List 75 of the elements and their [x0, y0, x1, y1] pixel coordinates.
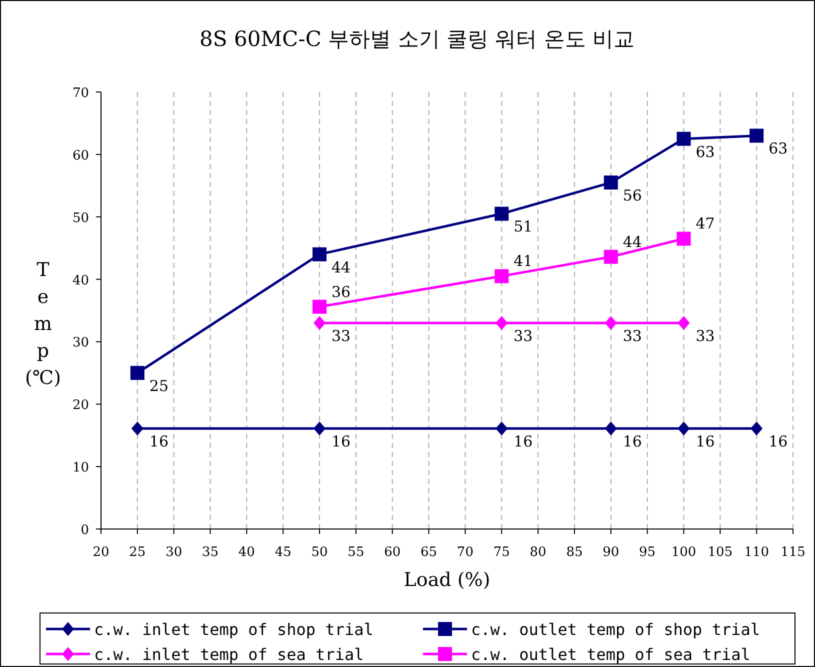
data-label: 16: [332, 432, 351, 450]
x-tick-label: 80: [530, 545, 546, 560]
x-axis-title: Load (%): [404, 569, 490, 591]
point: [312, 300, 327, 314]
x-tick-label: 35: [202, 545, 219, 560]
x-tick-label: 45: [274, 545, 292, 560]
data-label: 33: [514, 326, 533, 345]
data-label: 16: [622, 432, 642, 450]
point: [496, 316, 508, 330]
data-label: 16: [768, 432, 788, 450]
y-axis-title: Temp (℃): [24, 259, 62, 389]
point: [314, 316, 326, 330]
point: [604, 176, 618, 190]
point: [131, 421, 144, 436]
x-tick-label: 70: [456, 545, 474, 560]
point: [676, 132, 691, 146]
legend-label: c.w. inlet temp of shop trial: [94, 620, 374, 639]
point: [678, 316, 690, 330]
data-label: 56: [622, 186, 642, 205]
data-label: 41: [514, 252, 533, 270]
point: [314, 421, 326, 436]
legend-label: c.w. outlet temp of sea trial: [471, 645, 750, 664]
data-label: 33: [696, 326, 715, 345]
x-tick-label: 30: [166, 545, 182, 560]
y-tick-label: 40: [72, 273, 89, 288]
x-tick-label: 65: [420, 545, 438, 560]
point: [676, 232, 691, 246]
point: [494, 206, 509, 221]
x-tick-label: 55: [348, 545, 364, 560]
point: [750, 421, 763, 436]
data-label: 33: [332, 326, 351, 345]
y-tick-label: 30: [72, 336, 89, 351]
data-label: 16: [696, 432, 715, 450]
point: [678, 421, 690, 436]
y-tick-label: 50: [72, 210, 89, 226]
y-tick-label: 70: [72, 86, 89, 101]
data-label: 63: [768, 140, 788, 158]
y-tick-label: 60: [72, 148, 89, 164]
chart-title: 8S 60MC-C 부하별 소기 쿨링 워터 온도 비교: [200, 27, 634, 51]
legend-label: c.w. outlet temp of shop trial: [471, 620, 760, 639]
point: [130, 366, 144, 380]
point: [494, 269, 509, 284]
x-tick-label: 100: [671, 545, 696, 560]
data-label: 63: [696, 142, 715, 161]
point: [750, 128, 764, 143]
x-tick-label: 25: [129, 545, 146, 560]
data-label: 47: [696, 214, 715, 233]
x-tick-label: 115: [780, 545, 806, 560]
x-tick-label: 40: [238, 545, 255, 560]
point: [496, 421, 508, 436]
point: [604, 250, 618, 264]
x-tick-label: 75: [493, 545, 510, 560]
y-tick-label: 10: [72, 460, 89, 476]
data-label: 16: [149, 432, 169, 450]
data-label: 44: [622, 232, 642, 251]
x-tick-label: 90: [602, 545, 620, 560]
data-label: 44: [332, 258, 351, 276]
x-tick-label: 60: [384, 545, 401, 560]
x-tick-label: 50: [311, 545, 328, 560]
data-label: 25: [149, 376, 169, 395]
point: [604, 316, 617, 330]
point: [604, 421, 617, 436]
x-tick-label: 85: [566, 545, 583, 560]
x-tick-label: 95: [639, 545, 656, 560]
x-tick-label: 20: [92, 545, 110, 560]
data-label: 51: [514, 218, 533, 236]
data-label: 36: [332, 282, 351, 301]
x-tick-label: 105: [708, 545, 733, 560]
data-label: 33: [622, 326, 642, 345]
legend-label: c.w. inlet temp of sea trial: [94, 645, 364, 664]
y-tick-label: 0: [80, 523, 89, 538]
point: [312, 247, 327, 262]
x-tick-label: 110: [744, 545, 769, 560]
data-label: 16: [514, 432, 533, 450]
y-tick-label: 20: [72, 398, 89, 414]
